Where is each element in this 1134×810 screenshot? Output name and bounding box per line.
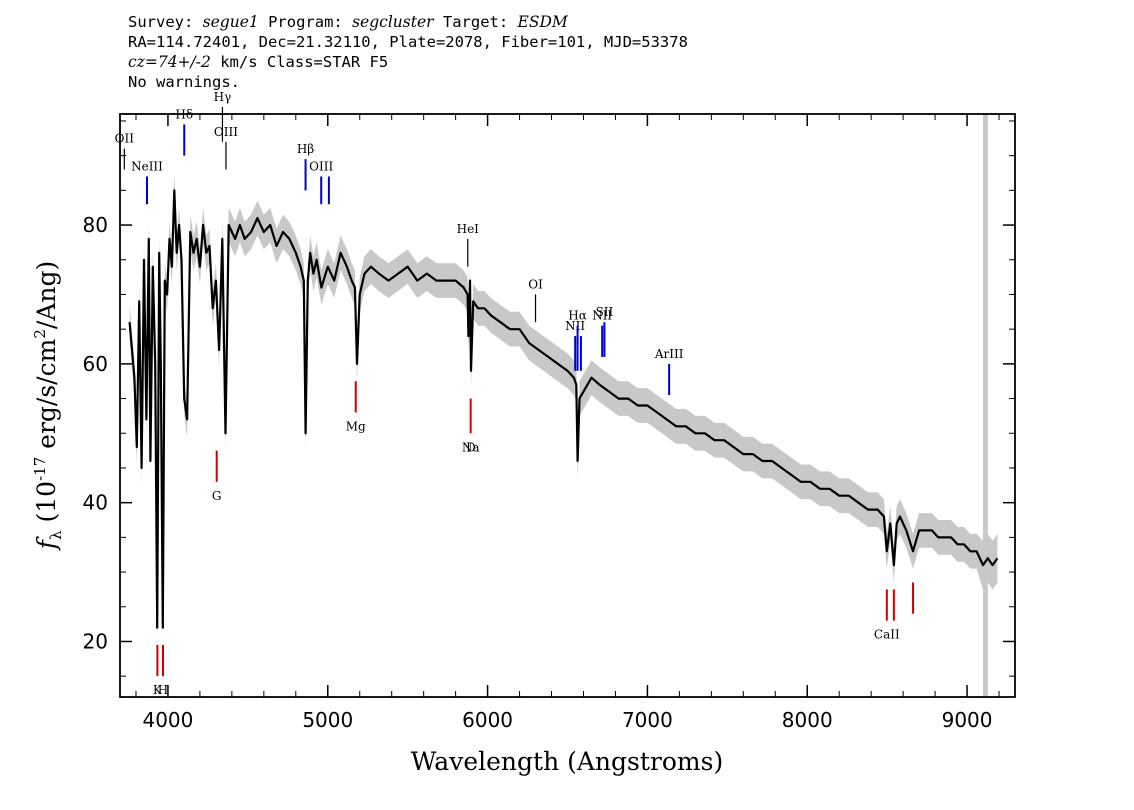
x-tick-label: 5000 <box>302 708 353 732</box>
spectral-line-label: NeIII <box>131 159 163 173</box>
spectral-line-label: Hα <box>568 309 587 323</box>
x-tick-label: 8000 <box>782 708 833 732</box>
masked-band <box>983 114 988 697</box>
survey-value: segue1 <box>202 13 259 31</box>
x-tick-label: 4000 <box>142 708 193 732</box>
y-tick-label: 80 <box>83 213 108 237</box>
redshift-value: cz=74+/-2 <box>128 53 211 71</box>
y-tick-label: 60 <box>83 352 108 376</box>
spectral-line-label: OIII <box>309 159 333 173</box>
spectral-line-label: Hγ <box>214 90 232 104</box>
flux-error-envelope <box>129 173 998 645</box>
spectral-line-label: CaII <box>874 628 900 642</box>
x-tick-label: 6000 <box>462 708 513 732</box>
target-value: ESDM <box>517 13 568 31</box>
spectral-line-label: HeI <box>457 222 480 236</box>
axis-ticks: 4000 5000 6000 7000 8000 9000 20 40 60 80 <box>83 114 1015 732</box>
program-value: segcluster <box>352 13 434 31</box>
spectral-line-label: NII <box>565 319 585 333</box>
y-tick-label: 20 <box>83 629 108 653</box>
warnings-line: No warnings. <box>128 73 240 91</box>
spectral-line-label: NII <box>592 309 612 323</box>
y-tick-label: 40 <box>83 491 108 515</box>
spectral-line-label: Na <box>462 440 480 454</box>
coordinates-line: RA=114.72401, Dec=21.32110, Plate=2078, … <box>128 33 688 51</box>
x-tick-label: 7000 <box>622 708 673 732</box>
class-line: km/s Class=STAR F5 <box>210 53 389 71</box>
program-label: Program: <box>268 13 343 31</box>
flux-series-line <box>128 189 999 629</box>
spectral-line-label: ArIII <box>654 347 684 361</box>
plot-frame <box>119 113 1016 698</box>
spectral-line-label: Mg <box>346 419 366 433</box>
spectrum-header: Survey: segue1 Program: segcluster Targe… <box>128 12 688 92</box>
spectral-line-label: K <box>153 683 163 697</box>
x-axis-title: Wavelength (Angstroms) <box>411 747 723 776</box>
spectral-line-label: OII <box>115 132 135 146</box>
spectral-line-label: OI <box>528 277 543 291</box>
spectral-line-label: SII <box>596 305 614 319</box>
spectral-line-label: Hβ <box>297 142 314 156</box>
y-axis-title: fλ (10-17 erg/s/cm2/Ang) <box>31 261 65 551</box>
spectral-line-label: D <box>466 440 476 454</box>
spectral-line-label: G <box>212 489 222 503</box>
spectral-line-label: OIII <box>214 125 238 139</box>
target-label: Target: <box>442 13 509 31</box>
x-tick-label: 9000 <box>942 708 993 732</box>
survey-label: Survey: <box>128 13 194 31</box>
spectral-line-label: H <box>158 683 168 697</box>
